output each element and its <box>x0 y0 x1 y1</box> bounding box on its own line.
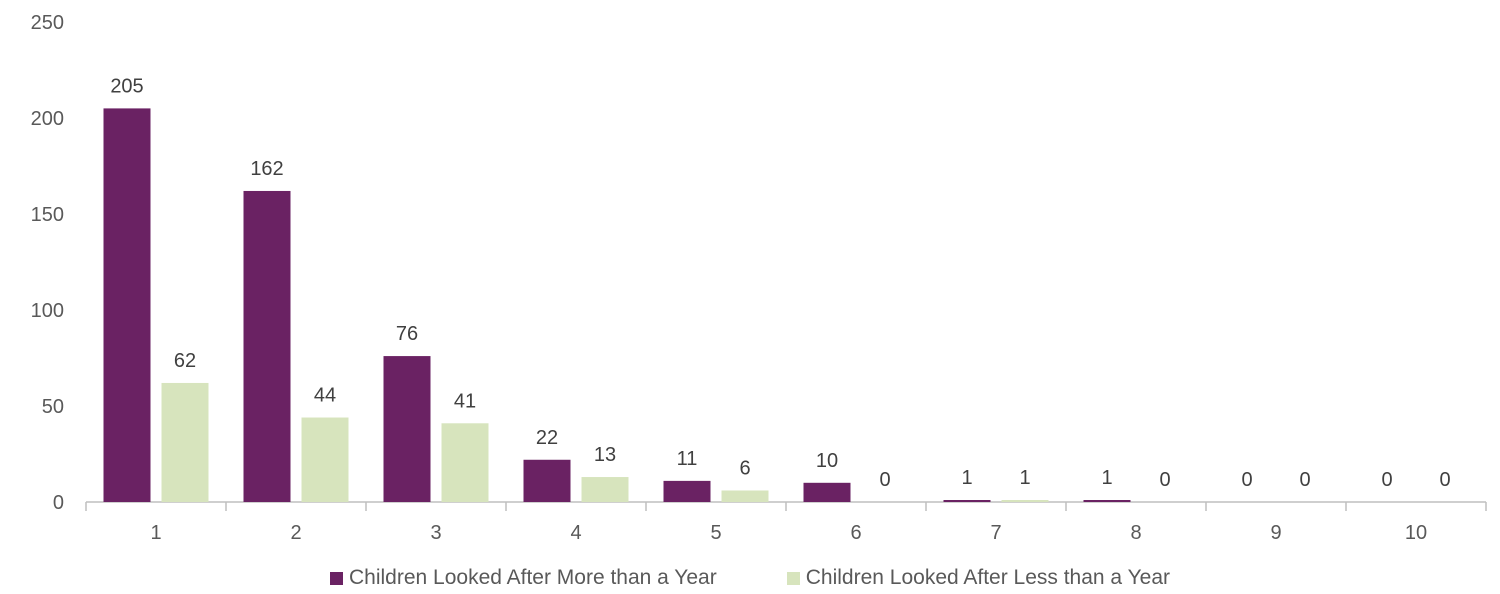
bar-more-than-year <box>103 108 151 503</box>
data-label: 22 <box>536 427 558 449</box>
bar-less-than-year <box>301 417 349 502</box>
legend-label-more-than-year: Children Looked After More than a Year <box>348 566 717 589</box>
y-tick-label: 200 <box>31 108 64 130</box>
x-tick-label: 3 <box>430 522 441 544</box>
bar-more-than-year <box>943 500 991 502</box>
data-label: 13 <box>594 444 616 466</box>
bar-more-than-year <box>1083 500 1131 502</box>
legend-swatch-more-than-year <box>329 571 343 585</box>
data-label: 1 <box>1101 467 1112 489</box>
x-tick-label: 2 <box>290 522 301 544</box>
x-tick-label: 7 <box>990 522 1001 544</box>
bar-more-than-year <box>383 356 431 502</box>
bar-less-than-year <box>721 490 769 502</box>
data-label: 44 <box>314 385 336 407</box>
data-label: 11 <box>677 448 698 470</box>
x-axis: 1 2 3 4 5 6 7 8 9 10 <box>85 501 1487 544</box>
data-label: 0 <box>1241 469 1252 491</box>
y-tick-label: 150 <box>31 204 64 226</box>
bar-more-than-year <box>523 459 571 502</box>
legend-swatch-less-than-year <box>786 571 800 585</box>
y-axis: 0 50 100 150 200 250 <box>31 12 64 514</box>
data-label: 0 <box>879 469 890 491</box>
x-tick-label: 6 <box>850 522 861 544</box>
data-label: 6 <box>739 457 750 479</box>
data-label: 0 <box>1439 469 1450 491</box>
data-label: 0 <box>1299 469 1310 491</box>
data-label: 0 <box>1381 469 1392 491</box>
x-tick-label: 1 <box>150 522 161 544</box>
y-tick-label: 250 <box>31 12 64 34</box>
bar-more-than-year <box>803 482 851 502</box>
bars <box>103 108 1131 503</box>
data-label: 162 <box>250 158 283 180</box>
legend-item-less-than-year: Children Looked After Less than a Year <box>786 566 1170 590</box>
data-label: 1 <box>961 467 972 489</box>
data-label: 41 <box>454 390 476 412</box>
bar-less-than-year <box>441 423 489 502</box>
y-tick-label: 0 <box>53 492 64 514</box>
bar-less-than-year <box>1001 500 1049 502</box>
legend-item-more-than-year: Children Looked After More than a Year <box>329 566 717 590</box>
x-tick-label: 9 <box>1270 522 1281 544</box>
data-label: 0 <box>1159 469 1170 491</box>
bar-more-than-year <box>243 190 291 502</box>
data-label: 62 <box>174 350 196 372</box>
bar-less-than-year <box>161 382 209 502</box>
x-tick-label: 5 <box>710 522 721 544</box>
bar-less-than-year <box>581 477 629 502</box>
y-tick-label: 50 <box>42 396 64 418</box>
legend-label-less-than-year: Children Looked After Less than a Year <box>805 566 1170 589</box>
legend: Children Looked After More than a Year C… <box>0 566 1500 590</box>
data-label: 1 <box>1019 467 1030 489</box>
x-tick-label: 8 <box>1130 522 1141 544</box>
data-label: 205 <box>110 75 143 97</box>
data-label: 76 <box>396 323 418 345</box>
x-tick-label: 10 <box>1405 522 1427 544</box>
bar-more-than-year <box>663 480 711 502</box>
x-tick-label: 4 <box>570 522 581 544</box>
data-label: 10 <box>816 450 838 472</box>
y-tick-label: 100 <box>31 300 64 322</box>
